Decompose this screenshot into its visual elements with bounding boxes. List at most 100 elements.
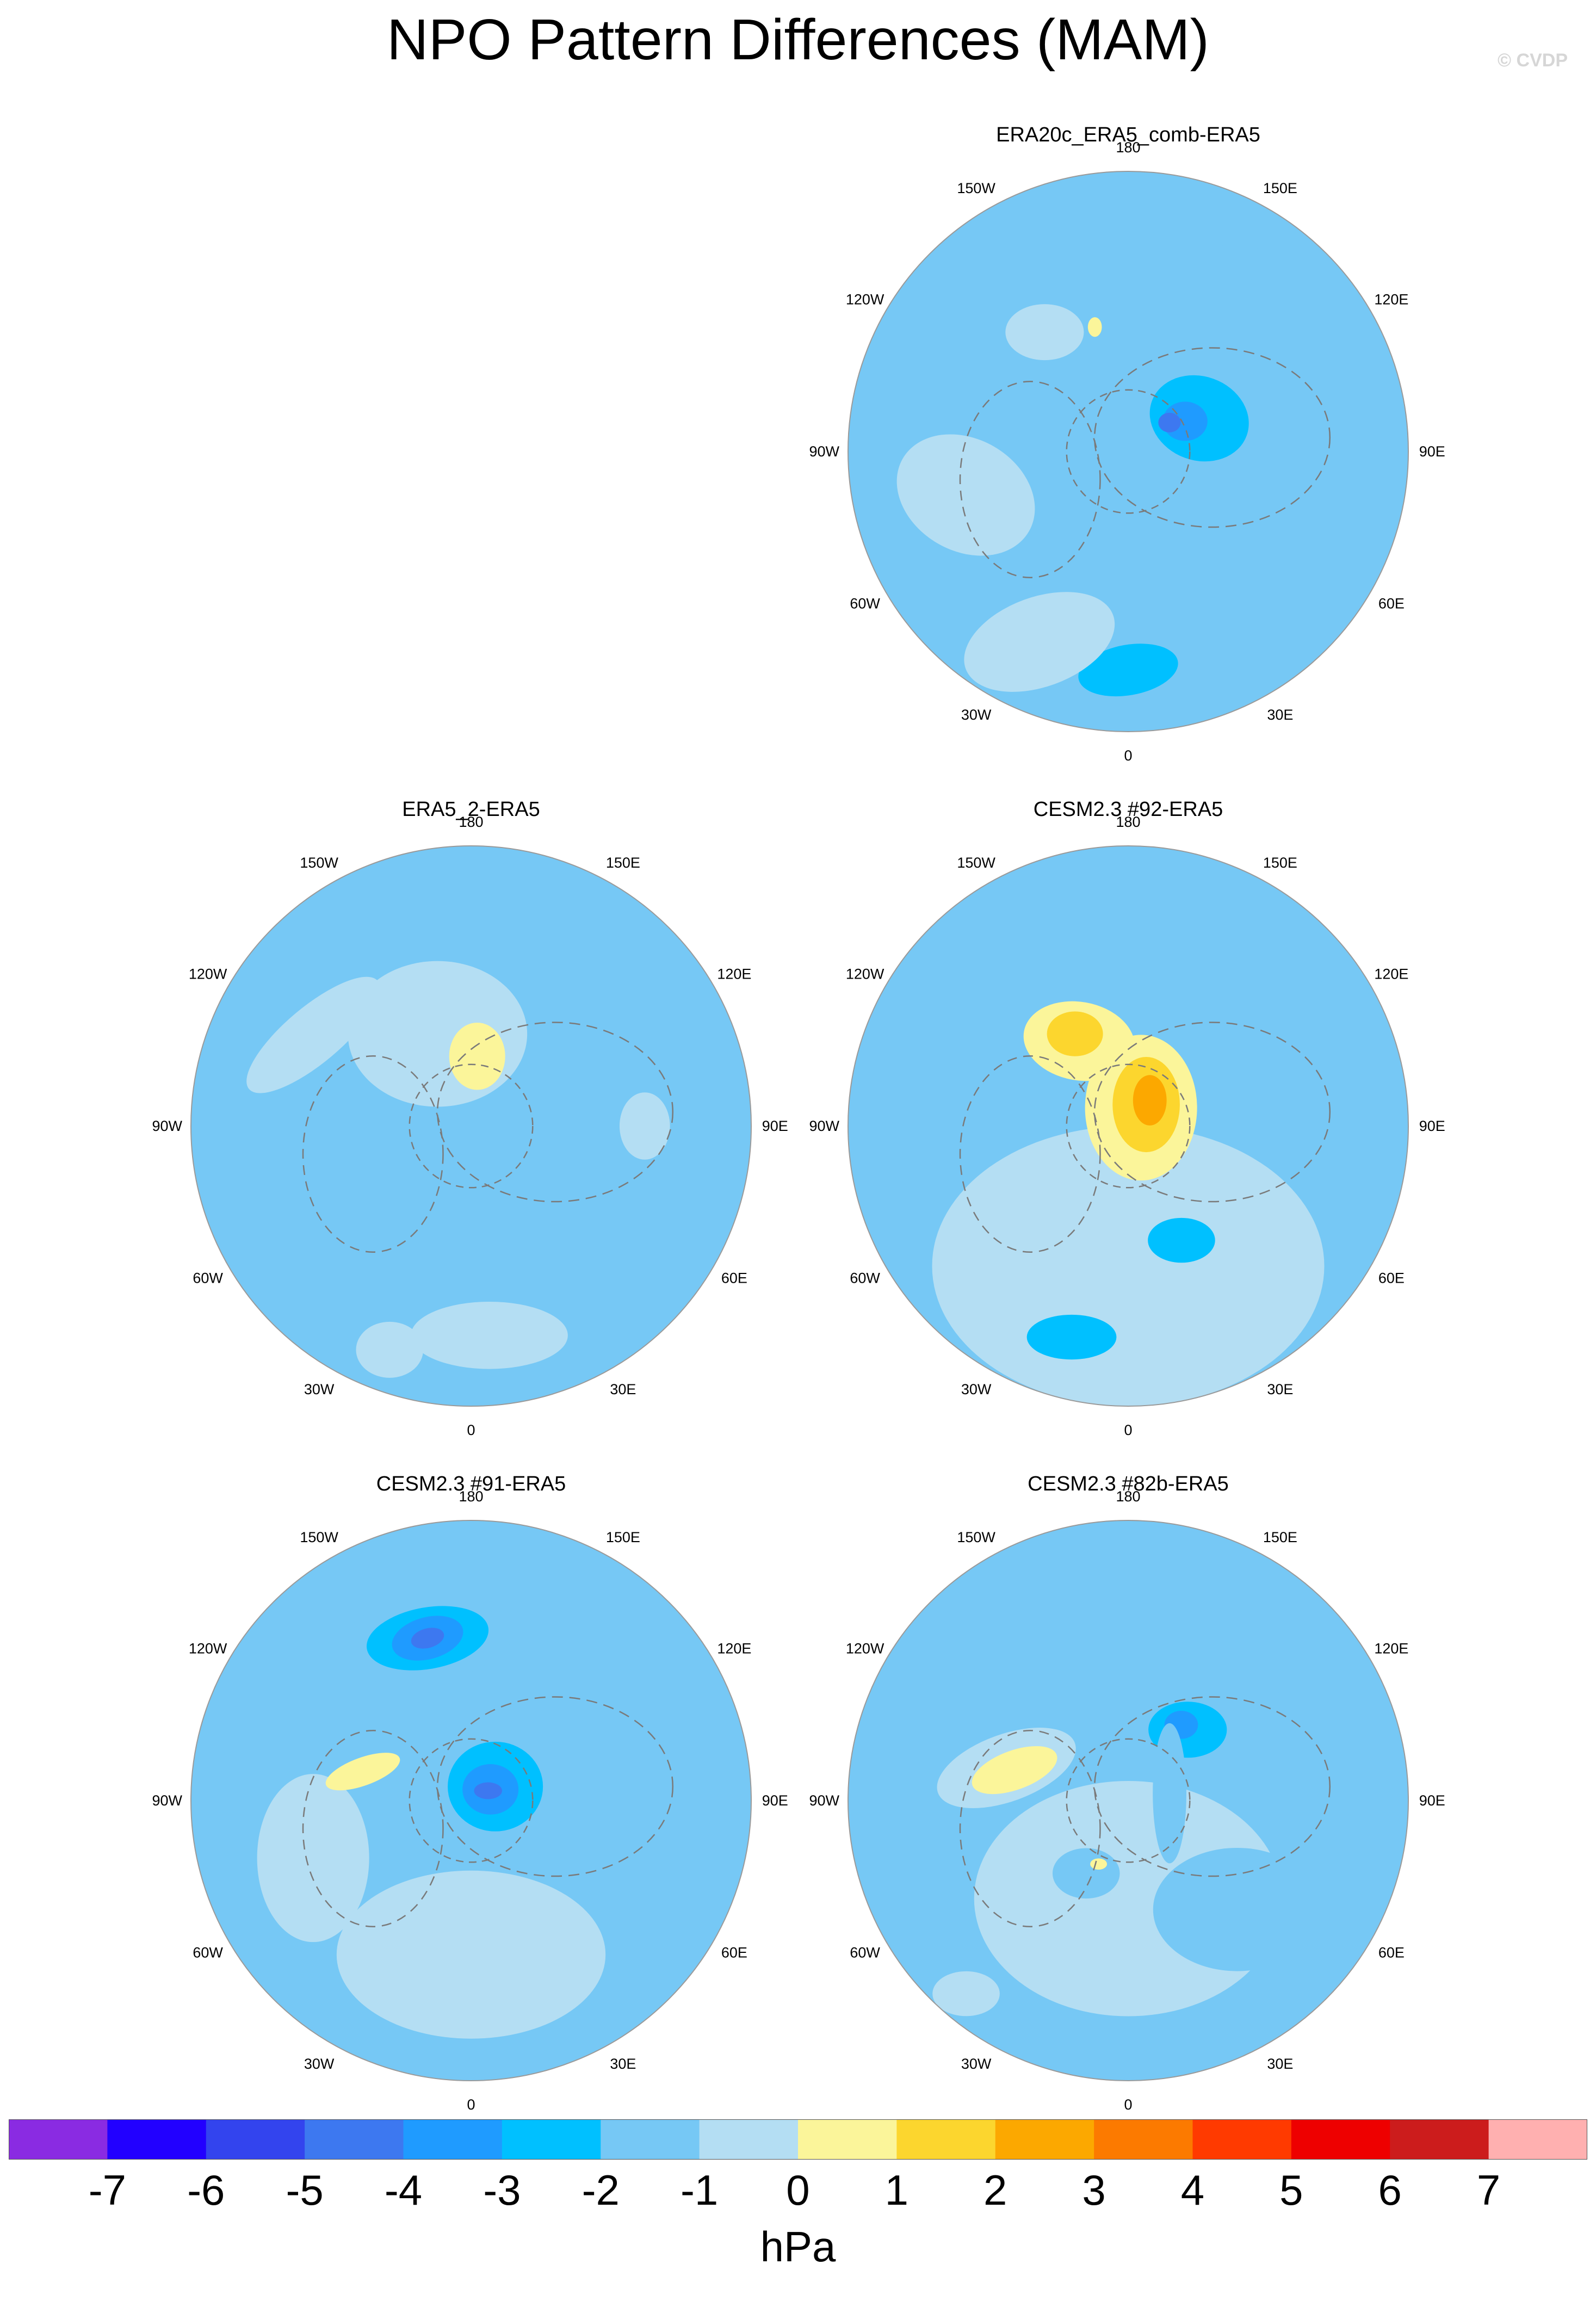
coastline-arctic [1066, 1738, 1191, 1863]
coastline-north-america [959, 1055, 1101, 1253]
contour-region-1 [246, 976, 380, 1093]
longitude-label: 60E [721, 1270, 747, 1286]
longitude-label: 60E [721, 1944, 747, 1960]
longitude-label: 150W [300, 1529, 338, 1545]
longitude-label: 60W [850, 595, 880, 611]
colorbar-tick-label: -3 [483, 2166, 521, 2214]
longitude-label: 150W [957, 180, 995, 196]
longitude-label: 90W [809, 443, 839, 460]
longitude-label: 150E [1263, 180, 1297, 196]
colorbar-tick-label: 7 [1476, 2166, 1501, 2214]
colorbar-tick-label: 1 [884, 2166, 909, 2214]
longitude-label: 90E [1419, 1118, 1445, 1134]
contour-region-8 [1090, 1858, 1108, 1870]
contour-fills [932, 1590, 1321, 2017]
colorbar-tick-label: 4 [1180, 2166, 1205, 2214]
colorbar-segment-2 [206, 2119, 305, 2160]
longitude-label: 180 [1116, 814, 1140, 830]
contour-region-2 [411, 1301, 568, 1369]
colorbar-segment-7 [699, 2119, 799, 2160]
longitude-label: 90W [809, 1792, 839, 1809]
map-panel-p3: 180 150E 120E 90E 60E 30E 0 30W 60W 90W 120W 150W CE… [809, 798, 1445, 1438]
panel-title-p2: ERA5_2-ERA5 [402, 798, 540, 821]
coastlines [959, 1696, 1331, 1927]
coastlines [959, 1022, 1331, 1253]
contour-region-8 [964, 592, 1115, 692]
longitude-label: 0 [1124, 747, 1132, 764]
map-border [190, 1520, 752, 2081]
contour-region-9 [1275, 981, 1388, 1082]
colorbar-segment-5 [502, 2119, 601, 2160]
longitude-label: 150E [1263, 1529, 1297, 1545]
contour-region-6 [1026, 1314, 1117, 1360]
longitude-label: 30E [1267, 2056, 1293, 2072]
map-panels: 180 150E 120E 90E 60E 30E 0 30W 60W 90W 120W 150W ER… [152, 123, 1445, 2111]
colorbar-segment-15 [1488, 2119, 1587, 2160]
colorbar-tick-label: -2 [582, 2166, 620, 2214]
colorbar-tick-label: -5 [286, 2166, 324, 2214]
contour-fills [896, 243, 1266, 697]
longitude-label: 120W [189, 966, 227, 982]
longitude-label: 30W [304, 1381, 335, 1397]
coastline-eurasia [436, 1696, 674, 1877]
contour-region-8 [968, 1036, 1007, 1054]
contour-region-1 [257, 1774, 369, 1943]
colorbar-segment-14 [1390, 2119, 1489, 2160]
colorbar-tick-label: 3 [1082, 2166, 1106, 2214]
map-background [191, 846, 751, 1406]
contour-region-9 [474, 1782, 502, 1799]
contour-region-1 [1010, 394, 1088, 451]
contour-region-5 [1005, 304, 1084, 361]
panel-title-p1: ERA20c_ERA5_comb-ERA5 [996, 123, 1260, 146]
longitude-label: 180 [459, 814, 483, 830]
longitude-label: 150W [957, 1529, 995, 1545]
contour-fills [205, 1591, 606, 2039]
longitude-label: 30W [961, 707, 992, 723]
longitude-label: 120E [717, 966, 751, 982]
contour-region-11 [205, 1750, 261, 1851]
longitude-label: 60E [1378, 595, 1405, 611]
colorbar-labels: -7 -6 -5 -4 -3 -2 -1 0 1 2 3 4 5 6 7 [0, 2163, 1596, 2223]
map-panel-p4: 180 150E 120E 90E 60E 30E 0 30W 60W 90W 120W 150W CE… [152, 1473, 788, 2111]
coastline-north-america [302, 1730, 444, 1927]
coastline-eurasia [436, 1022, 674, 1203]
map-border [848, 845, 1409, 1407]
longitude-label: 90E [1419, 1792, 1445, 1809]
contour-region-4 [1153, 1723, 1186, 1864]
contour-region-4 [619, 1092, 670, 1160]
map-background [848, 171, 1408, 732]
coastline-arctic [409, 1063, 534, 1189]
longitude-label: 120E [717, 1641, 751, 1657]
coastlines [959, 347, 1331, 578]
longitude-label: 30W [304, 2056, 335, 2072]
panel-title-p3: CESM2.3 #92-ERA5 [1034, 798, 1223, 821]
coastline-eurasia [1093, 347, 1331, 528]
colorbar-tick-label: 5 [1279, 2166, 1303, 2214]
longitude-label: 90W [152, 1118, 182, 1134]
coastline-eurasia [1093, 1022, 1331, 1203]
longitude-label: 120W [846, 292, 884, 308]
colorbar-segment-3 [305, 2119, 404, 2160]
colorbar-segment-9 [896, 2119, 996, 2160]
contour-fills [932, 981, 1388, 1406]
figure-title: NPO Pattern Differences (MAM) [387, 8, 1209, 72]
longitude-label: 30E [1267, 1381, 1293, 1397]
longitude-label: 90E [1419, 443, 1445, 460]
contour-region-10 [325, 1753, 400, 1791]
longitude-label: 30E [1267, 707, 1293, 723]
longitude-label: 120W [189, 1641, 227, 1657]
colorbar-segment-4 [403, 2119, 503, 2160]
longitude-label: 150E [606, 855, 640, 871]
coastline-arctic [1066, 389, 1191, 514]
colorbar-segment-12 [1192, 2119, 1292, 2160]
contour-region-5 [356, 1321, 424, 1378]
contour-fills [246, 961, 670, 1378]
colorbar-border [9, 2119, 1587, 2160]
longitude-label: 120W [846, 966, 884, 982]
colorbar-segment-0 [9, 2119, 108, 2160]
longitude-label: 0 [467, 1422, 475, 1438]
contour-region-0 [1078, 644, 1178, 697]
coastline-north-america [959, 381, 1101, 578]
contour-region-9 [1153, 1847, 1321, 1971]
longitude-label: 0 [1124, 1422, 1132, 1438]
